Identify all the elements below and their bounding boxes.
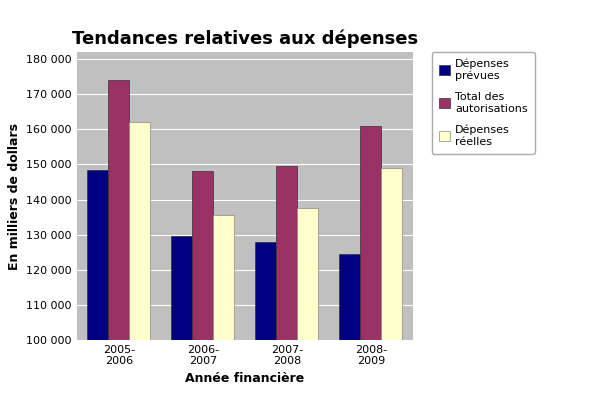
Bar <box>360 126 382 400</box>
X-axis label: Année financière: Année financière <box>185 372 304 385</box>
Bar <box>192 172 214 400</box>
Legend: Dépenses
prévues, Total des
autorisations, Dépenses
réelles: Dépenses prévues, Total des autorisation… <box>432 52 535 154</box>
Bar <box>255 242 276 400</box>
Bar <box>108 80 129 400</box>
Bar <box>382 168 402 400</box>
Y-axis label: En milliers de dollars: En milliers de dollars <box>8 122 21 270</box>
Bar <box>339 254 360 400</box>
Bar <box>171 236 192 400</box>
Bar <box>276 166 297 400</box>
Title: Tendances relatives aux dépenses: Tendances relatives aux dépenses <box>72 29 418 48</box>
Bar <box>129 122 150 400</box>
Bar <box>87 170 108 400</box>
Bar <box>214 215 234 400</box>
Bar <box>297 208 319 400</box>
